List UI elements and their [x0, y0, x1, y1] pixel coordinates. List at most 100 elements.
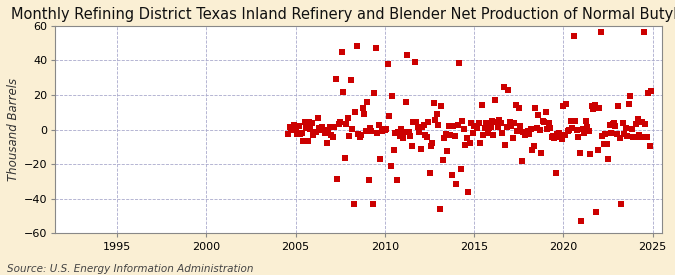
- Y-axis label: Thousand Barrels: Thousand Barrels: [7, 78, 20, 181]
- Point: [325, 125, 335, 130]
- Point: [400, 100, 411, 104]
- Point: [350, 110, 360, 114]
- Point: [488, 133, 499, 137]
- Point: [299, 120, 310, 124]
- Point: [555, 134, 566, 139]
- Point: [420, 133, 431, 137]
- Point: [646, 89, 657, 94]
- Point: [614, 136, 625, 140]
- Point: [403, 130, 414, 134]
- Point: [356, 133, 367, 137]
- Point: [298, 139, 308, 144]
- Point: [512, 128, 522, 133]
- Point: [454, 60, 464, 65]
- Point: [556, 137, 567, 141]
- Point: [534, 128, 545, 133]
- Point: [338, 90, 348, 94]
- Point: [604, 123, 615, 127]
- Point: [572, 127, 583, 132]
- Point: [625, 94, 636, 98]
- Point: [304, 120, 315, 125]
- Point: [518, 130, 529, 134]
- Point: [641, 135, 652, 139]
- Point: [577, 127, 588, 131]
- Point: [589, 103, 600, 107]
- Point: [463, 190, 474, 195]
- Point: [582, 125, 593, 130]
- Point: [489, 98, 500, 103]
- Point: [503, 87, 514, 92]
- Point: [601, 142, 612, 146]
- Point: [450, 134, 460, 139]
- Point: [436, 104, 447, 108]
- Point: [473, 121, 484, 125]
- Point: [458, 127, 469, 131]
- Point: [448, 124, 459, 129]
- Point: [441, 131, 452, 136]
- Point: [585, 152, 595, 156]
- Point: [554, 131, 564, 136]
- Point: [368, 202, 379, 206]
- Point: [598, 142, 609, 146]
- Point: [378, 126, 389, 131]
- Point: [460, 142, 470, 147]
- Point: [470, 123, 481, 128]
- Point: [468, 124, 479, 128]
- Point: [464, 141, 475, 145]
- Point: [485, 125, 496, 130]
- Point: [320, 131, 331, 135]
- Point: [645, 144, 655, 148]
- Point: [402, 53, 412, 57]
- Point: [293, 124, 304, 129]
- Point: [394, 133, 405, 138]
- Point: [587, 104, 597, 108]
- Point: [639, 30, 649, 34]
- Point: [551, 170, 562, 175]
- Point: [435, 207, 446, 211]
- Point: [430, 118, 441, 122]
- Point: [522, 129, 533, 134]
- Point: [583, 129, 594, 133]
- Point: [375, 157, 386, 162]
- Point: [526, 147, 537, 152]
- Point: [491, 120, 502, 124]
- Point: [493, 124, 504, 129]
- Point: [319, 128, 329, 133]
- Point: [531, 126, 542, 131]
- Point: [408, 120, 418, 125]
- Point: [326, 133, 337, 137]
- Point: [442, 149, 453, 154]
- Point: [558, 104, 569, 108]
- Point: [466, 121, 477, 125]
- Point: [546, 135, 557, 139]
- Point: [416, 125, 427, 130]
- Point: [327, 134, 338, 139]
- Point: [567, 126, 578, 130]
- Point: [445, 133, 456, 137]
- Point: [363, 178, 374, 182]
- Point: [552, 132, 563, 136]
- Point: [537, 119, 548, 123]
- Point: [329, 125, 340, 129]
- Point: [333, 122, 344, 126]
- Point: [358, 112, 369, 116]
- Point: [562, 129, 573, 133]
- Point: [595, 30, 606, 34]
- Point: [415, 147, 426, 152]
- Point: [631, 122, 642, 127]
- Point: [502, 125, 512, 129]
- Point: [373, 122, 384, 127]
- Point: [540, 110, 551, 114]
- Point: [612, 132, 622, 136]
- Point: [568, 34, 579, 38]
- Point: [536, 151, 547, 156]
- Point: [573, 135, 584, 140]
- Point: [379, 128, 390, 133]
- Point: [409, 60, 420, 64]
- Point: [345, 78, 356, 82]
- Point: [385, 164, 396, 168]
- Point: [483, 125, 494, 130]
- Point: [330, 77, 341, 81]
- Point: [377, 129, 387, 133]
- Point: [616, 202, 627, 206]
